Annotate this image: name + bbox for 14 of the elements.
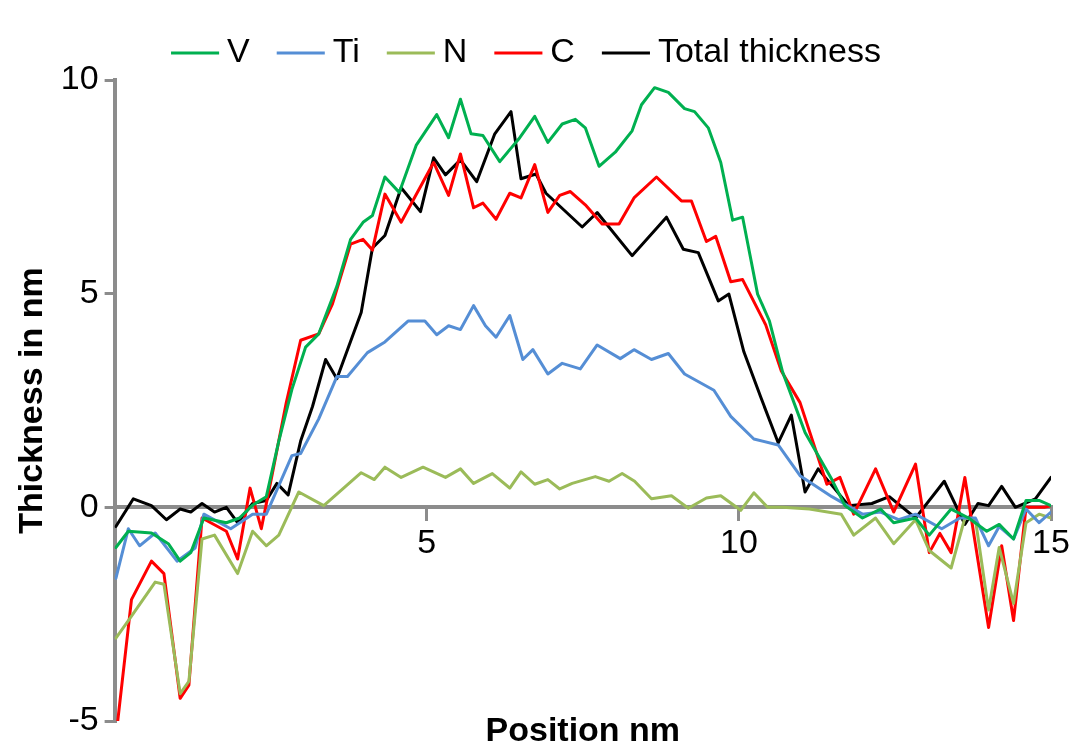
x-tick-label: 15	[1032, 522, 1070, 561]
x-tick-label: 5	[417, 522, 437, 561]
y-tick-label: 5	[79, 272, 99, 311]
legend-label: V	[227, 31, 251, 70]
x-tick-label: 10	[719, 522, 758, 561]
legend-label: N	[442, 31, 468, 70]
y-tick-label: 10	[60, 58, 99, 97]
legend-label: Ti	[332, 31, 360, 70]
y-tick-label: -5	[68, 699, 99, 738]
x-axis-title: Position nm	[485, 710, 681, 749]
y-tick-label: 0	[79, 485, 99, 524]
legend-label: C	[550, 31, 575, 70]
y-axis-title: Thickness in nm	[10, 267, 49, 534]
legend-label: Total thickness	[657, 31, 881, 70]
